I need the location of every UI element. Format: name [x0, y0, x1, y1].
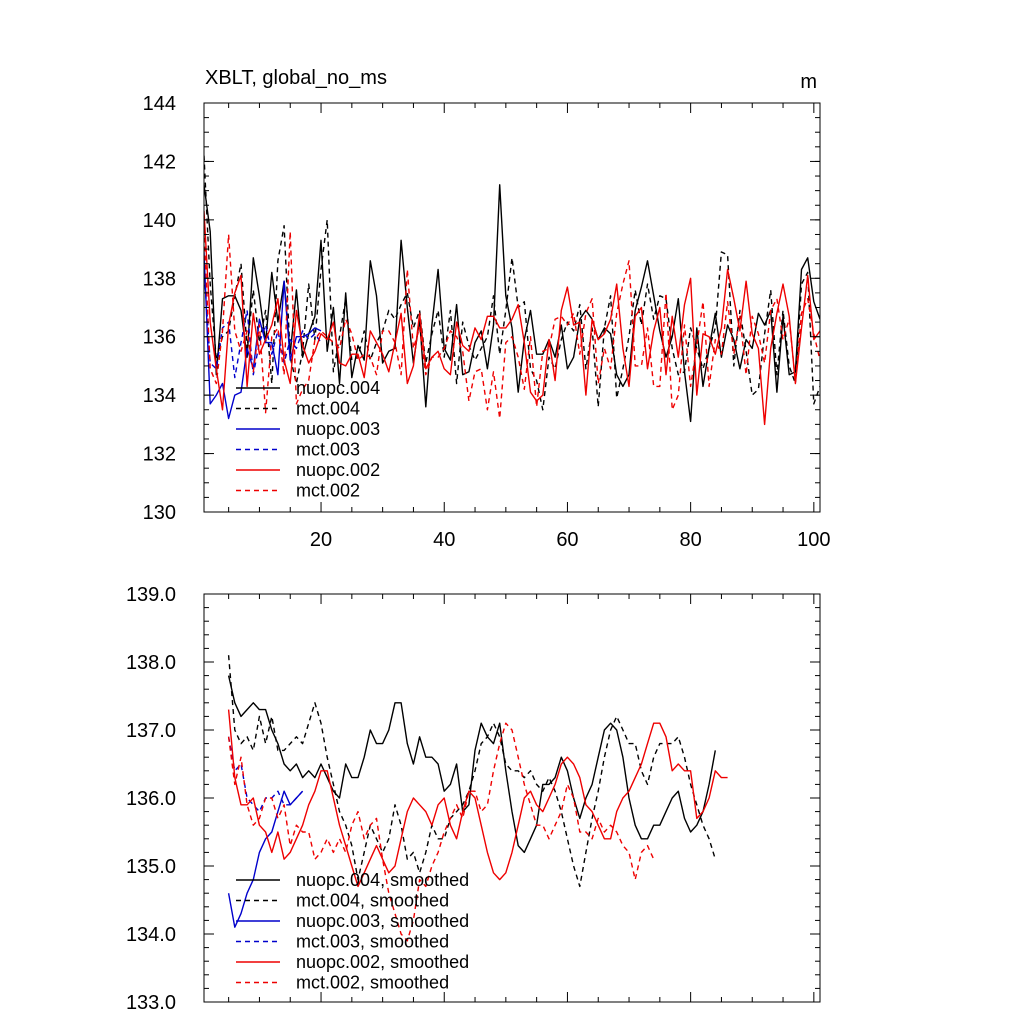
y-tick-label: 135.0 [126, 856, 176, 878]
top-legend: nuopc.004mct.004nuopc.003mct.003nuopc.00… [236, 378, 380, 501]
y-tick-label: 134 [143, 385, 176, 407]
top-plot-area [204, 155, 820, 426]
y-tick-label: 138.0 [126, 652, 176, 674]
series-line-mct-002-smoothed [227, 722, 655, 942]
legend-label: nuopc.004, smoothed [296, 870, 469, 890]
x-tick-label: 100 [797, 529, 830, 551]
series-line-nuopc-002-smoothed [227, 709, 728, 888]
legend-label: nuopc.003 [296, 419, 380, 439]
x-tick-label: 40 [433, 529, 455, 551]
series-line-nuopc-003-smoothed [227, 790, 304, 928]
series-line-nuopc-004 [204, 184, 820, 423]
y-tick-label: 134.0 [126, 924, 176, 946]
bottom-plot-area [227, 655, 728, 942]
y-tick-label: 130 [143, 502, 176, 524]
y-tick-label: 138 [143, 268, 176, 290]
legend-label: mct.002 [296, 481, 360, 501]
y-tick-label: 132 [143, 444, 176, 466]
y-tick-label: 136.0 [126, 788, 176, 810]
top-axes: 20 40 60 80 100 130 132 134 136 138 140 142 144 [143, 93, 831, 551]
bottom-axes: 133.0 134.0 135.0 136.0 137.0 138.0 139.0 [126, 584, 820, 1014]
y-tick-label: 144 [143, 93, 176, 115]
series-line-mct-004 [204, 155, 820, 411]
series-line-mct-002 [204, 228, 820, 420]
legend-label: mct.003, smoothed [296, 932, 449, 952]
y-tick-label: 133.0 [126, 992, 176, 1014]
top-panel-units: m [800, 71, 817, 93]
series-line-mct-004-smoothed [227, 655, 716, 888]
legend-label: mct.002, smoothed [296, 973, 449, 993]
legend-label: nuopc.002, smoothed [296, 952, 469, 972]
top-panel: XBLT, global_no_ms m 20 40 60 80 100 130 132 13… [143, 67, 831, 551]
y-tick-label: 140 [143, 210, 176, 232]
x-tick-label: 80 [680, 529, 702, 551]
series-line-mct-003 [204, 266, 322, 379]
legend-label: mct.004 [296, 399, 360, 419]
x-tick-label: 60 [556, 529, 578, 551]
series-line-nuopc-004-smoothed [227, 675, 716, 854]
legend-label: nuopc.003, smoothed [296, 911, 469, 931]
y-tick-label: 139.0 [126, 584, 176, 606]
y-tick-label: 142 [143, 151, 176, 173]
top-panel-title: XBLT, global_no_ms [205, 67, 387, 89]
legend-label: mct.003 [296, 440, 360, 460]
bottom-panel: 133.0 134.0 135.0 136.0 137.0 138.0 139.0 nuop… [126, 584, 821, 1014]
x-tick-label: 20 [310, 529, 332, 551]
legend-label: nuopc.002 [296, 460, 380, 480]
legend-label: mct.004, smoothed [296, 891, 449, 911]
y-tick-label: 137.0 [126, 720, 176, 742]
y-tick-label: 136 [143, 327, 176, 349]
legend-label: nuopc.004 [296, 378, 380, 398]
